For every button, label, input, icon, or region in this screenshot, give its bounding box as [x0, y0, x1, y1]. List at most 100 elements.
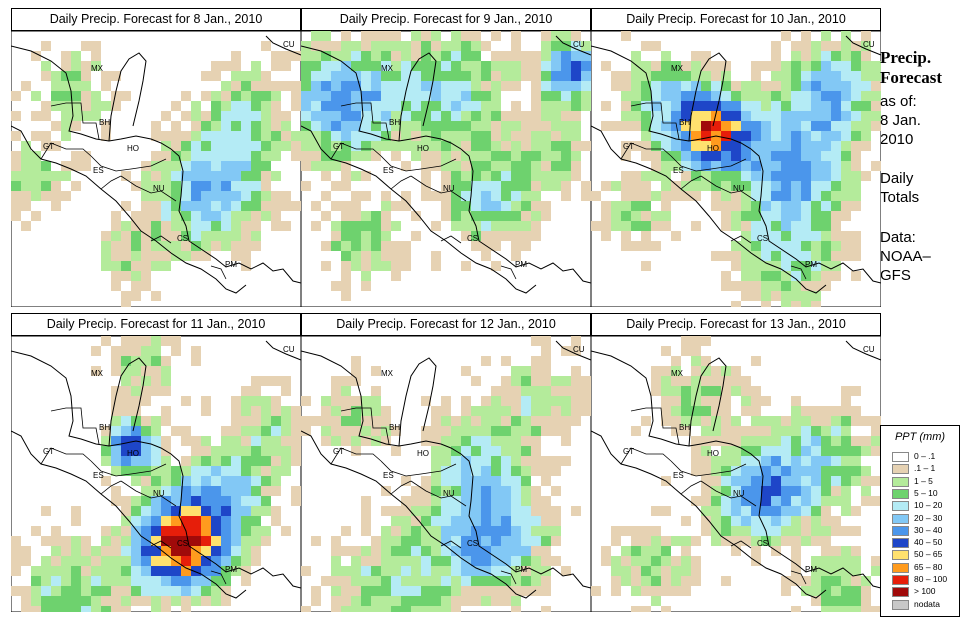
- legend-swatch: [892, 587, 909, 598]
- coastlines-and-borders: [591, 340, 881, 599]
- legend-title: PPT (mm): [894, 431, 946, 443]
- forecast-panel-12-jan: Daily Precip. Forecast for 12 Jan., 2010…: [301, 313, 591, 613]
- side-title-line1: Precip.: [880, 48, 932, 67]
- country-label-gt: GT: [43, 447, 54, 456]
- country-label-es: ES: [93, 471, 104, 480]
- data-line2: NOAA–: [880, 248, 931, 265]
- legend-item: 5 – 10: [892, 487, 954, 500]
- legend-label: 80 – 100: [914, 574, 948, 584]
- legend-label: 40 – 50: [914, 537, 943, 548]
- legend-swatch: [892, 501, 909, 512]
- legend-label: 0 – .1: [914, 451, 936, 461]
- forecast-panel-9-jan: Daily Precip. Forecast for 9 Jan., 2010 …: [301, 8, 591, 308]
- panel-title: Daily Precip. Forecast for 10 Jan., 2010: [591, 8, 881, 31]
- daily-line1: Daily: [880, 170, 914, 187]
- country-label-gt: GT: [43, 142, 54, 151]
- country-label-pm: PM: [805, 565, 817, 574]
- legend-swatch: [892, 464, 909, 475]
- legend-swatch: [892, 488, 909, 499]
- asof-line3: 2010: [880, 131, 914, 148]
- country-label-es: ES: [383, 471, 394, 480]
- legend-swatch: [892, 550, 909, 561]
- panel-title: Daily Precip. Forecast for 9 Jan., 2010: [301, 8, 591, 31]
- precip-grid: [11, 41, 301, 307]
- country-label-mx: MX: [91, 64, 104, 73]
- precip-map: CU MX BH GT HO ES NU CS PM: [591, 336, 881, 612]
- country-label-cs: CS: [177, 234, 188, 243]
- country-label-cu: CU: [863, 40, 875, 49]
- legend-label: .1 – 1: [914, 463, 936, 474]
- precip-grid: [301, 31, 591, 301]
- country-label-nu: NU: [443, 489, 455, 498]
- legend-item: 20 – 30: [892, 512, 954, 525]
- country-label-bh: BH: [99, 118, 110, 127]
- country-label-nu: NU: [733, 489, 745, 498]
- country-label-mx: MX: [671, 369, 684, 378]
- country-label-es: ES: [93, 166, 104, 175]
- daily-line2: Totals: [880, 189, 920, 206]
- side-daily-totals: Daily Totals: [880, 169, 965, 207]
- country-label-pm: PM: [225, 260, 237, 269]
- legend-label: 5 – 10: [914, 487, 938, 498]
- legend-swatch: [892, 538, 909, 549]
- legend-item: 1 – 5: [892, 475, 954, 488]
- country-label-nu: NU: [153, 184, 165, 193]
- forecast-panel-8-jan: Daily Precip. Forecast for 8 Jan., 2010 …: [11, 8, 301, 308]
- legend-label: 10 – 20: [914, 500, 943, 511]
- forecast-panel-10-jan: Daily Precip. Forecast for 10 Jan., 2010…: [591, 8, 881, 308]
- legend-item: > 100: [892, 586, 954, 598]
- country-label-es: ES: [673, 471, 684, 480]
- legend-swatch: [892, 513, 909, 524]
- country-label-cu: CU: [573, 345, 585, 354]
- side-title: Precip. Forecast: [880, 48, 965, 88]
- data-line1: Data:: [880, 229, 916, 246]
- country-label-bh: BH: [389, 423, 400, 432]
- country-label-cs: CS: [177, 539, 188, 548]
- country-label-ho: HO: [417, 144, 429, 153]
- country-label-pm: PM: [515, 565, 527, 574]
- legend-item: 30 – 40: [892, 524, 954, 537]
- coastlines-and-borders: [11, 35, 301, 294]
- legend-label: nodata: [914, 598, 940, 609]
- country-label-mx: MX: [91, 369, 104, 378]
- precip-map: CU MX BH GT HO ES NU CS PM: [11, 31, 301, 307]
- coastlines-and-borders: [11, 340, 301, 599]
- legend-label: 20 – 30: [914, 512, 943, 523]
- country-label-cs: CS: [467, 234, 478, 243]
- forecast-panel-13-jan: Daily Precip. Forecast for 13 Jan., 2010…: [591, 313, 881, 613]
- country-label-mx: MX: [671, 64, 684, 73]
- precip-grid: [591, 31, 881, 307]
- country-label-ho: HO: [707, 449, 719, 458]
- country-label-cu: CU: [863, 345, 875, 354]
- legend-label: 1 – 5: [914, 475, 933, 486]
- asof-line1: as of:: [880, 93, 917, 110]
- legend-item: 65 – 80: [892, 562, 954, 574]
- coastlines-and-borders: [301, 340, 591, 599]
- legend-swatch: [892, 575, 909, 585]
- legend-item: .1 – 1: [892, 463, 954, 475]
- country-label-pm: PM: [225, 565, 237, 574]
- legend-swatch: [892, 562, 909, 573]
- country-label-nu: NU: [733, 184, 745, 193]
- country-label-es: ES: [383, 166, 394, 175]
- country-label-ho: HO: [707, 144, 719, 153]
- legend-label: 30 – 40: [914, 524, 943, 535]
- country-label-mx: MX: [381, 369, 394, 378]
- legend-item: 40 – 50: [892, 537, 954, 549]
- data-line3: GFS: [880, 267, 911, 284]
- legend-label: > 100: [914, 586, 936, 597]
- legend-item: 10 – 20: [892, 500, 954, 512]
- country-label-ho: HO: [127, 449, 139, 458]
- country-label-pm: PM: [515, 260, 527, 269]
- legend-item: 50 – 65: [892, 549, 954, 561]
- country-label-cu: CU: [283, 345, 295, 354]
- country-label-ho: HO: [127, 144, 139, 153]
- country-label-cs: CS: [757, 539, 768, 548]
- panel-title: Daily Precip. Forecast for 13 Jan., 2010: [591, 313, 881, 336]
- precip-map: CU MX BH GT HO ES NU CS PM: [591, 31, 881, 307]
- legend-item: 0 – .1: [892, 451, 954, 463]
- legend-item: nodata: [892, 598, 954, 611]
- panel-title: Daily Precip. Forecast for 11 Jan., 2010: [11, 313, 301, 336]
- side-asof: as of: 8 Jan. 2010: [880, 92, 965, 149]
